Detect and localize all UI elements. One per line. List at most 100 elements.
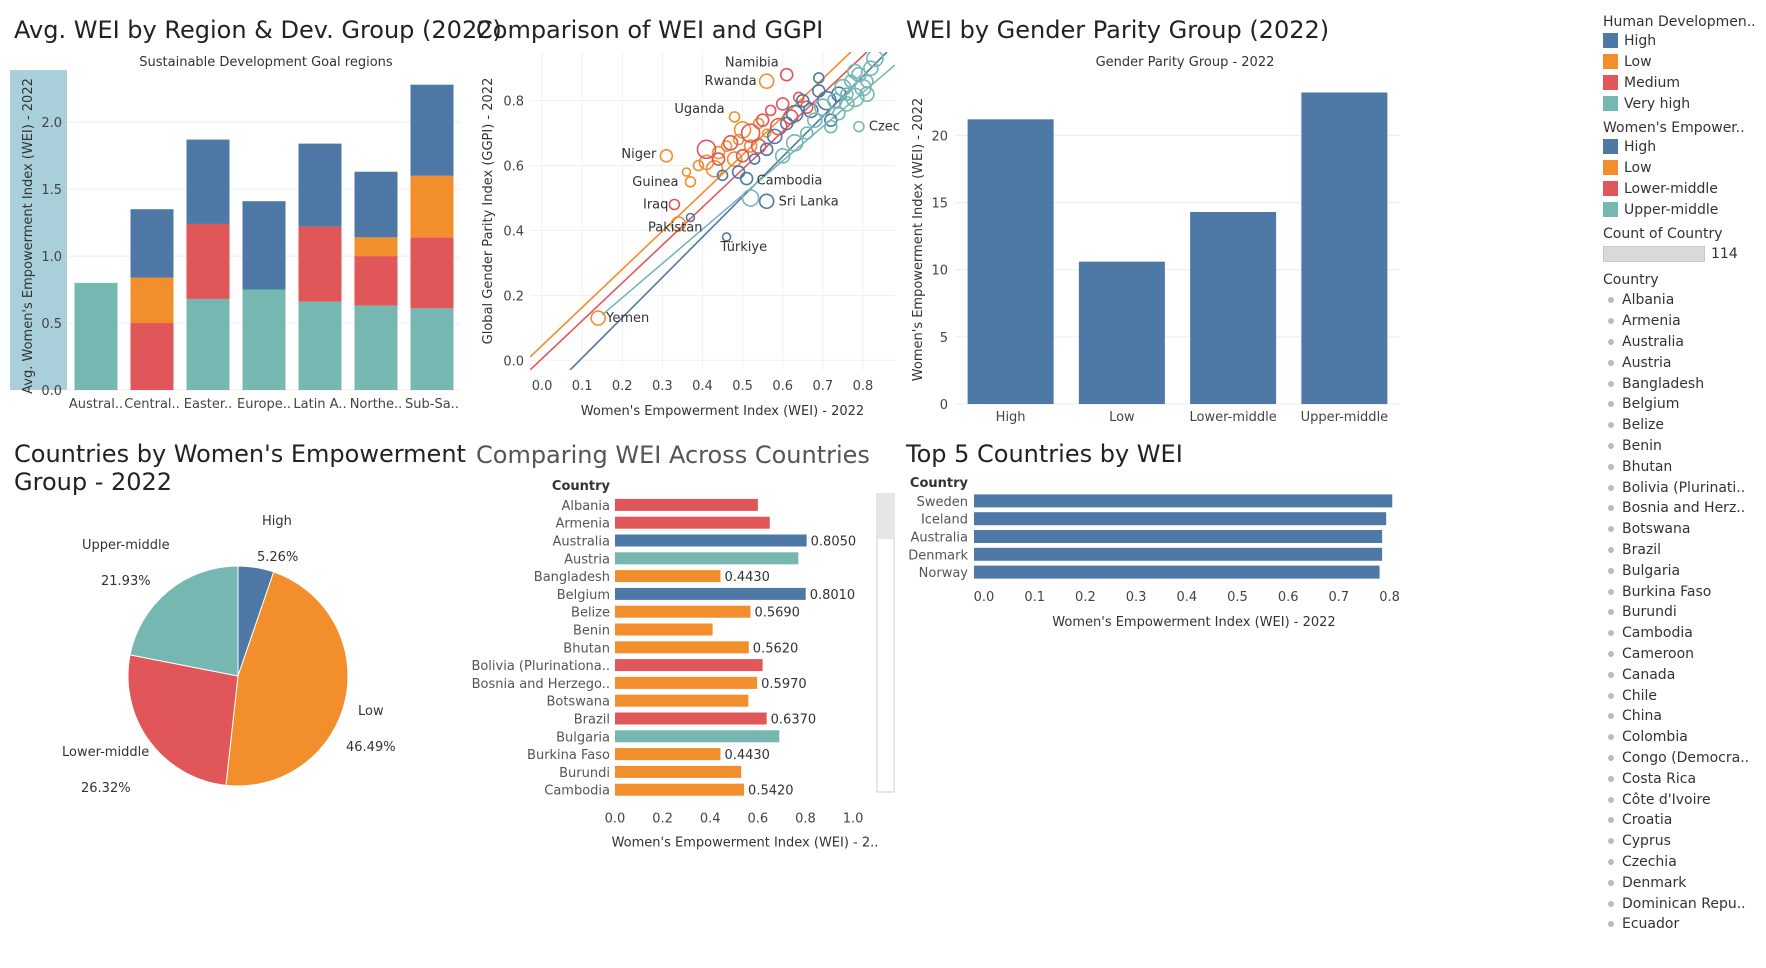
bar-segment	[354, 171, 398, 238]
country-dot-icon	[1608, 526, 1614, 533]
legend-country-item[interactable]: Cameroon	[1603, 644, 1766, 665]
legend-country-item[interactable]: Congo (Democra..	[1603, 748, 1766, 769]
legend-country-item[interactable]: Cambodia	[1603, 623, 1766, 644]
legend-country-item[interactable]: Bulgaria	[1603, 560, 1766, 581]
x-tick-label: 0.0	[974, 590, 995, 605]
legend-country-item[interactable]: Cyprus	[1603, 831, 1766, 852]
bar	[974, 547, 1383, 561]
legend-country-item[interactable]: Bhutan	[1603, 456, 1766, 477]
pie-slice-label: Upper-middle	[82, 538, 170, 553]
bar-segment	[410, 237, 454, 309]
bar	[615, 605, 751, 618]
bar-value-label: 0.5620	[753, 641, 799, 656]
legend-country-label: Congo (Democra..	[1622, 749, 1750, 766]
legend-we-item[interactable]: Upper-middle	[1603, 199, 1766, 220]
bar	[615, 587, 806, 600]
bar-segment	[410, 308, 454, 390]
bar	[615, 694, 749, 707]
scatter-point	[775, 97, 790, 111]
legend-label: Low	[1624, 53, 1652, 70]
scatter-point	[766, 128, 783, 145]
x-tick-label: Austral..	[69, 397, 123, 412]
legend-country-item[interactable]: Côte d'Ivoire	[1603, 789, 1766, 810]
legend-country-item[interactable]: Australia	[1603, 332, 1766, 353]
country-column-header: Country	[552, 479, 611, 494]
legend-hd-item[interactable]: Very high	[1603, 93, 1766, 114]
y-tick-label: 15	[931, 197, 948, 212]
country-dot-icon	[1608, 775, 1614, 782]
legend-we-item[interactable]: High	[1603, 136, 1766, 157]
legend-country-label: Burundi	[1622, 604, 1677, 621]
legend-country-item[interactable]: China	[1603, 706, 1766, 727]
legend-hd-item[interactable]: High	[1603, 30, 1766, 51]
country-label: Armenia	[556, 517, 611, 532]
legend-country-item[interactable]: Burundi	[1603, 602, 1766, 623]
country-compare-bar-chart[interactable]: Country Albania Armenia Australia 0.8050 Aust…	[460, 470, 900, 850]
pie-slice	[127, 654, 239, 786]
x-tick-label: 0.4	[700, 812, 721, 827]
legend-swatch	[1603, 96, 1618, 111]
legend-country-item[interactable]: Colombia	[1603, 727, 1766, 748]
y-axis-label: Women's Empowerment Index (WEI) - 2022	[911, 98, 926, 381]
legend-country-label: Costa Rica	[1622, 770, 1697, 787]
point-label: Sri Lanka	[779, 194, 839, 209]
point-label: Cambodia	[757, 174, 823, 189]
country-dot-icon	[1608, 484, 1614, 491]
legend-country-label: Bulgaria	[1622, 562, 1681, 579]
legend-country-item[interactable]: Costa Rica	[1603, 768, 1766, 789]
bar-value-label: 0.5420	[748, 784, 794, 799]
bar-value-label: 0.6370	[771, 713, 817, 728]
wei-ggpi-scatter-chart: 0.0 0.1 0.2 0.3 0.4 0.5 0.6 0.7 0.8 0.0 0.2 0.4 0.6 0…	[481, 52, 900, 419]
pie-slice-percent: 21.93%	[101, 574, 151, 589]
legend-country-item[interactable]: Belize	[1603, 415, 1766, 436]
legend-country-label: Benin	[1622, 437, 1662, 454]
bar	[615, 730, 780, 743]
legend-country-item[interactable]: Bangladesh	[1603, 373, 1766, 394]
country-dot-icon	[1608, 838, 1614, 845]
legend-country-item[interactable]: Bolivia (Plurinati..	[1603, 477, 1766, 498]
legend-country-label: Croatia	[1622, 812, 1673, 829]
legend-country-item[interactable]: Brazil	[1603, 540, 1766, 561]
scatter-point	[685, 212, 696, 223]
legend-country-item[interactable]: Albania	[1603, 290, 1766, 311]
scatter-point	[859, 86, 875, 102]
legend-country-item[interactable]: Austria	[1603, 352, 1766, 373]
scatter-point	[711, 145, 726, 160]
legend-country-item[interactable]: Burkina Faso	[1603, 581, 1766, 602]
legend-country-item[interactable]: Chile	[1603, 685, 1766, 706]
legend-hd-item[interactable]: Low	[1603, 51, 1766, 72]
country-dot-icon	[1608, 754, 1614, 761]
country-dot-icon	[1608, 650, 1614, 657]
legend-country-item[interactable]: Denmark	[1603, 872, 1766, 893]
y-axis-label: Global Gender Parity Index (GGPI) - 2022	[481, 78, 496, 345]
parity-chart-subtitle: Gender Parity Group - 2022	[1096, 55, 1275, 70]
legend-country-item[interactable]: Belgium	[1603, 394, 1766, 415]
scatter-point	[866, 52, 884, 68]
legend-country-item[interactable]: Dominican Repu..	[1603, 893, 1766, 914]
legend-count-title: Count of Country	[1603, 226, 1723, 242]
legend-country-item[interactable]: Czechia	[1603, 852, 1766, 873]
country-label: Belgium	[557, 588, 610, 603]
count-size-bar	[1603, 246, 1705, 262]
legend-country-item[interactable]: Croatia	[1603, 810, 1766, 831]
legend-we-item[interactable]: Low	[1603, 157, 1766, 178]
country-dot-icon	[1608, 505, 1614, 512]
legend-country-item[interactable]: Canada	[1603, 664, 1766, 685]
legend-we-item[interactable]: Lower-middle	[1603, 178, 1766, 199]
legend-country-item[interactable]: Benin	[1603, 436, 1766, 457]
country-dot-icon	[1608, 359, 1614, 366]
scatter-point	[782, 109, 799, 125]
point-label: Yemen	[605, 311, 649, 326]
x-tick-label: Northe..	[350, 397, 403, 412]
legend-country-item[interactable]: Bosnia and Herz..	[1603, 498, 1766, 519]
legend-hd-item[interactable]: Medium	[1603, 72, 1766, 93]
y-tick-label: 0.5	[41, 317, 62, 332]
legend-country-item[interactable]: Armenia	[1603, 311, 1766, 332]
legend-country-item[interactable]: Botswana	[1603, 519, 1766, 540]
point-label: Niger	[621, 147, 657, 162]
x-tick-label: 0.5	[732, 379, 753, 394]
x-tick-label: Europe..	[237, 397, 291, 412]
x-tick-label: 0.6	[772, 379, 793, 394]
scatter-point	[824, 119, 838, 134]
legend-country-item[interactable]: Ecuador	[1603, 914, 1766, 935]
